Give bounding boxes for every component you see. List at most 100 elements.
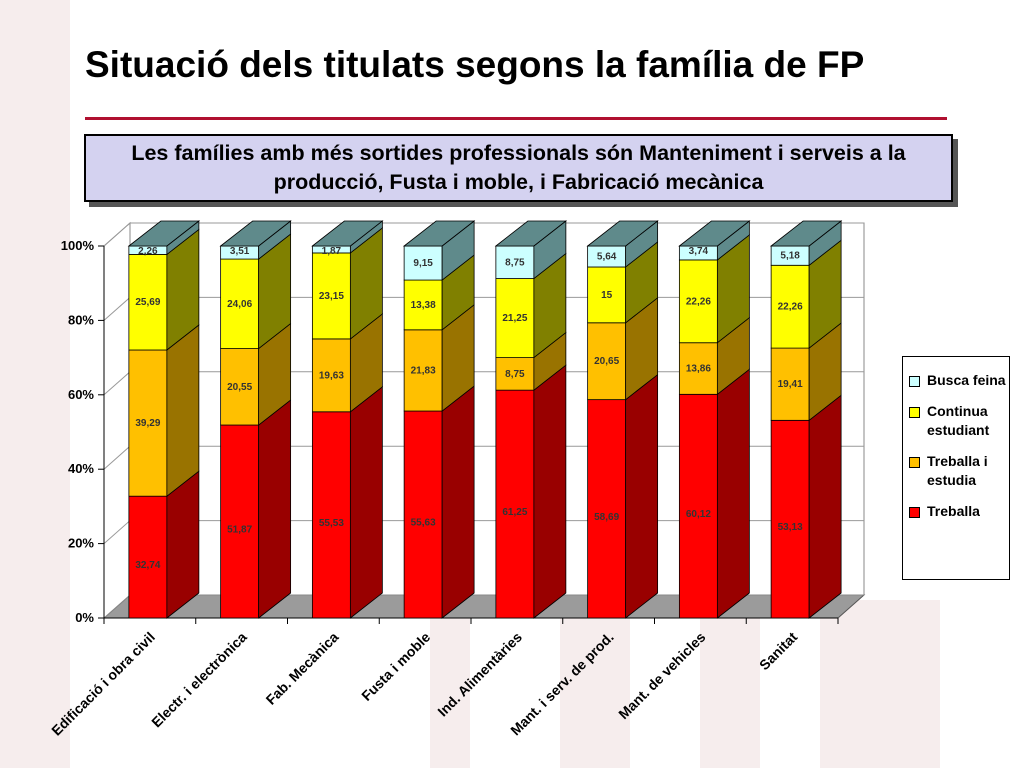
y-tick-label: 20% xyxy=(68,536,94,551)
bar-segment xyxy=(587,266,627,324)
data-label: 32,74 xyxy=(135,560,160,571)
legend-label: Continua estudiant xyxy=(927,403,990,438)
slide-title: Situació dels titulats segons la família… xyxy=(85,44,865,85)
gridline-side xyxy=(103,371,131,396)
chart-legend: Busca feina Continua estudiant Treballa i … xyxy=(902,356,1010,580)
subtitle-text: Les famílies amb més sortides profession… xyxy=(131,141,906,194)
bar-top xyxy=(311,220,384,247)
gridline-side xyxy=(103,222,131,247)
x-category-label: Ind. Alimentàries xyxy=(434,629,525,720)
data-label: 55,63 xyxy=(411,518,436,529)
bar-segment xyxy=(220,424,260,619)
bar-segment xyxy=(495,389,535,619)
data-label: 21,83 xyxy=(411,365,436,376)
x-category-label: Fusta i moble xyxy=(358,629,433,704)
y-tick-label: 40% xyxy=(68,461,94,476)
bar-segment-side xyxy=(716,368,750,619)
data-label: 19,63 xyxy=(319,370,344,381)
x-category-label: Sanitat xyxy=(756,629,801,674)
x-category-label: Edificació i obra civil xyxy=(48,629,158,739)
bar-segment-side xyxy=(166,470,200,619)
chart-floor xyxy=(102,594,866,619)
bar-segment xyxy=(770,419,810,619)
data-label: 13,86 xyxy=(686,364,711,375)
bar-segment-side xyxy=(625,373,659,619)
chart-side-wall xyxy=(103,221,131,620)
data-label: 21,25 xyxy=(502,313,527,324)
bar-segment xyxy=(403,245,443,281)
data-label: 22,26 xyxy=(778,302,803,313)
bar-segment xyxy=(495,357,535,391)
bar-segment xyxy=(587,399,627,619)
bar-top xyxy=(127,220,201,247)
data-label: 9,15 xyxy=(413,258,433,269)
legend-swatch xyxy=(909,507,920,518)
data-label: 5,18 xyxy=(780,251,800,262)
legend-item: Continua estudiant xyxy=(909,402,1009,440)
legend-item: Treballa xyxy=(909,502,1009,521)
x-category-label: Mant. de vehicles xyxy=(615,629,708,722)
y-tick-label: 100% xyxy=(61,238,95,253)
data-label: 3,51 xyxy=(230,246,250,257)
bar-segment xyxy=(770,347,810,421)
bar-segment-side xyxy=(349,385,383,619)
bar-segment xyxy=(311,338,351,413)
data-label: 3,74 xyxy=(689,246,709,257)
x-category-label: Fab. Mecànica xyxy=(263,629,342,708)
bar-segment-side xyxy=(258,399,292,619)
bar-top xyxy=(769,220,843,247)
bar-top xyxy=(678,220,751,247)
data-label: 8,75 xyxy=(505,257,525,268)
data-label: 8,75 xyxy=(505,369,525,380)
x-category-label: Electr. i electrònica xyxy=(148,629,250,731)
x-category-label: Mant. i serv. de prod. xyxy=(507,629,617,739)
y-tick-label: 0% xyxy=(75,610,94,625)
data-label: 25,69 xyxy=(135,297,160,308)
bar-segment-side xyxy=(808,394,842,619)
bar-segment xyxy=(403,329,443,412)
data-label: 2,26 xyxy=(138,246,158,257)
legend-label: Busca feina xyxy=(927,372,1006,388)
gridline-side xyxy=(103,520,131,544)
bar-segment xyxy=(678,393,718,619)
bar-segment xyxy=(678,259,718,344)
data-label: 55,53 xyxy=(319,518,344,529)
bar-top xyxy=(402,220,476,247)
data-label: 20,55 xyxy=(227,382,252,393)
data-label: 23,15 xyxy=(319,291,344,302)
data-label: 53,13 xyxy=(778,522,803,533)
bar-segment xyxy=(403,410,443,619)
legend-label: Treballa i estudia xyxy=(927,453,988,488)
bar-segment xyxy=(128,495,168,619)
legend-swatch xyxy=(909,376,920,387)
legend-swatch xyxy=(909,407,920,418)
bar-segment-side xyxy=(533,364,567,619)
data-label: 20,65 xyxy=(594,356,619,367)
data-label: 51,87 xyxy=(227,525,252,536)
bar-segment xyxy=(128,349,168,497)
data-label: 1,87 xyxy=(322,246,342,257)
bar-top xyxy=(219,220,292,247)
bar-segment-side xyxy=(166,324,200,498)
data-label: 13,38 xyxy=(411,300,436,311)
data-label: 61,25 xyxy=(502,507,527,518)
bar-top xyxy=(586,220,659,247)
data-label: 39,29 xyxy=(135,418,160,429)
data-label: 15 xyxy=(601,290,613,301)
data-label: 58,69 xyxy=(594,512,619,523)
gridline-side xyxy=(103,297,131,321)
legend-item: Busca feina xyxy=(909,371,1009,390)
bar-segment-side xyxy=(441,385,475,619)
title-divider xyxy=(85,117,947,120)
bar-top xyxy=(494,220,568,247)
bar-segment xyxy=(403,279,443,331)
y-tick-label: 80% xyxy=(68,312,94,327)
legend-label: Treballa xyxy=(927,503,980,519)
data-label: 22,26 xyxy=(686,296,711,307)
data-label: 60,12 xyxy=(686,509,711,520)
data-label: 19,41 xyxy=(778,379,803,390)
data-label: 5,64 xyxy=(597,251,617,262)
gridline-side xyxy=(103,445,131,470)
subtitle-box: Les famílies amb més sortides profession… xyxy=(84,134,953,202)
